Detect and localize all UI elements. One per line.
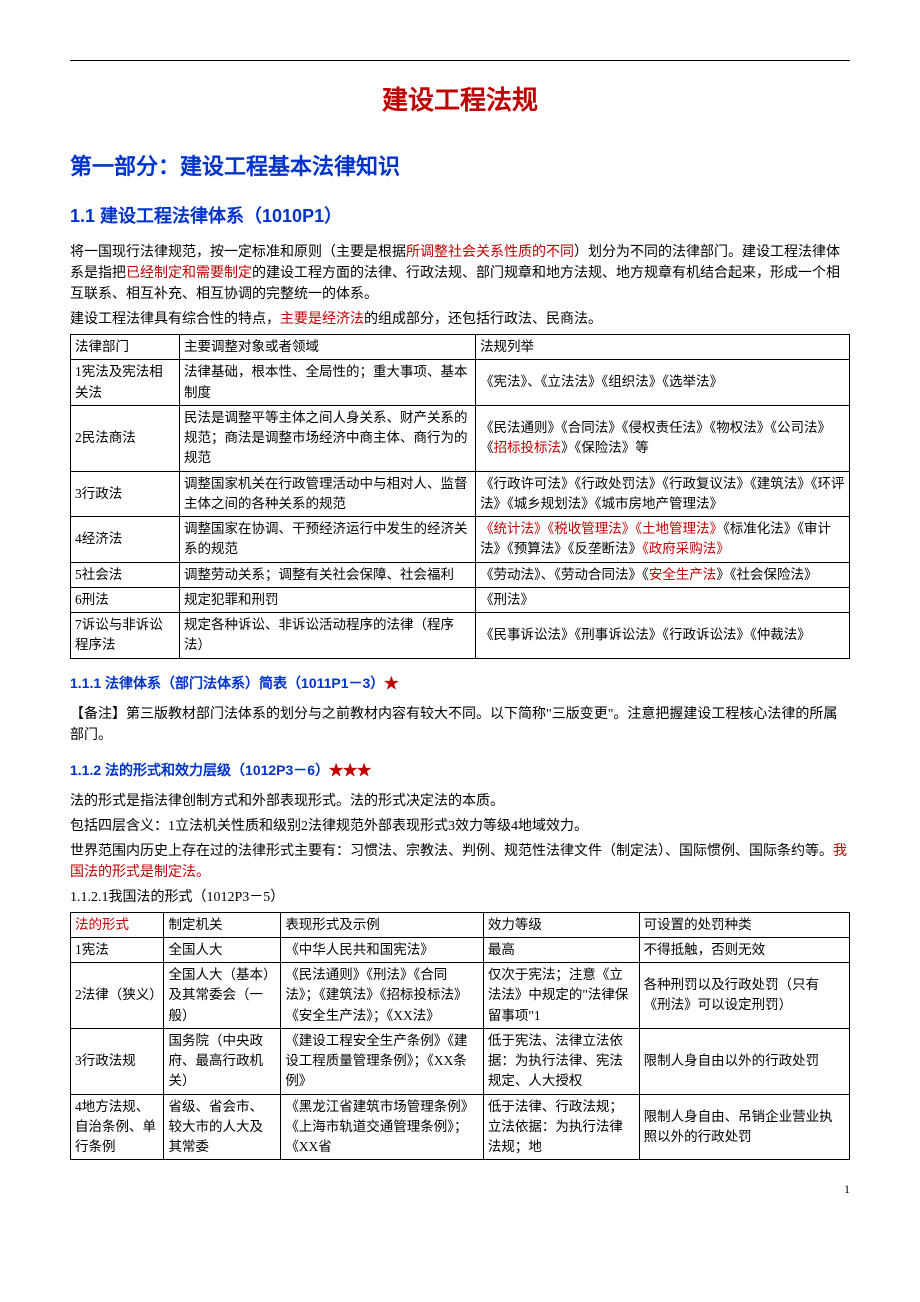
col-header: 可设置的处罚种类: [639, 912, 849, 937]
p-1-1-2-a: 法的形式是指法律创制方式和外部表现形式。法的形式决定法的本质。: [70, 791, 850, 812]
table-row: 4地方法规、自治条例、单行条例 省级、省会市、较大市的人大及其常委 《黑龙江省建…: [71, 1094, 850, 1160]
col-header: 法的形式: [71, 912, 164, 937]
legal-departments-table: 法律部门 主要调整对象或者领域 法规列举 1宪法及宪法相关法 法律基础，根本性、…: [70, 334, 850, 659]
table-row: 7诉讼与非诉讼程序法 规定各种诉讼、非诉讼活动程序的法律（程序法） 《民事诉讼法…: [71, 613, 850, 659]
col-header: 法律部门: [71, 335, 180, 360]
p-1-1-2-c: 世界范围内历史上存在过的法律形式主要有：习惯法、宗教法、判例、规范性法律文件（制…: [70, 841, 850, 883]
table-row: 5社会法 调整劳动关系；调整有关社会保障、社会福利 《劳动法》、《劳动合同法》《…: [71, 562, 850, 587]
part-heading: 第一部分：建设工程基本法律知识: [70, 150, 850, 183]
col-header: 主要调整对象或者领域: [180, 335, 476, 360]
table-row: 2民法商法 民法是调整平等主体之间人身关系、财产关系的规范；商法是调整市场经济中…: [71, 405, 850, 471]
table-row: 1宪法及宪法相关法 法律基础，根本性、全局性的；重大事项、基本制度 《宪法》、《…: [71, 360, 850, 406]
page-number: 1: [70, 1180, 850, 1198]
table-header-row: 法的形式 制定机关 表现形式及示例 效力等级 可设置的处罚种类: [71, 912, 850, 937]
subsection-1-1-2: 1.1.2 法的形式和效力层级（1012P3－6）★★★: [70, 760, 850, 781]
col-header: 制定机关: [164, 912, 281, 937]
p-1-1-2-d: 1.1.2.1我国法的形式（1012P3－5）: [70, 887, 850, 908]
col-header: 表现形式及示例: [281, 912, 484, 937]
intro-paragraph-2: 建设工程法律具有综合性的特点，主要是经济法的组成部分，还包括行政法、民商法。: [70, 309, 850, 330]
document-title: 建设工程法规: [70, 81, 850, 120]
table-row: 6刑法 规定犯罪和刑罚 《刑法》: [71, 587, 850, 612]
table-row: 3行政法规 国务院（中央政府、最高行政机关） 《建设工程安全生产条例》《建设工程…: [71, 1028, 850, 1094]
table-row: 2法律（狭义） 全国人大（基本）及其常委会（一般） 《民法通则》《刑法》《合同法…: [71, 963, 850, 1029]
table-row: 1宪法 全国人大 《中华人民共和国宪法》 最高 不得抵触，否则无效: [71, 937, 850, 962]
table-header-row: 法律部门 主要调整对象或者领域 法规列举: [71, 335, 850, 360]
subsection-1-1-1: 1.1.1 法律体系（部门法体系）简表（1011P1－3）★: [70, 673, 850, 694]
table-row: 3行政法 调整国家机关在行政管理活动中与相对人、监督主体之间的各种关系的规范 《…: [71, 471, 850, 517]
note-1-1-1: 【备注】第三版教材部门法体系的划分与之前教材内容有较大不同。以下简称"三版变更"…: [70, 704, 850, 746]
p-1-1-2-b: 包括四层含义：1立法机关性质和级别2法律规范外部表现形式3效力等级4地域效力。: [70, 816, 850, 837]
col-header: 效力等级: [483, 912, 639, 937]
col-header: 法规列举: [476, 335, 850, 360]
intro-paragraph-1: 将一国现行法律规范，按一定标准和原则（主要是根据所调整社会关系性质的不同）划分为…: [70, 242, 850, 305]
section-heading-1-1: 1.1 建设工程法律体系（1010P1）: [70, 203, 850, 230]
law-forms-table: 法的形式 制定机关 表现形式及示例 效力等级 可设置的处罚种类 1宪法 全国人大…: [70, 912, 850, 1161]
table-row: 4经济法 调整国家在协调、干预经济运行中发生的经济关系的规范 《统计法》《税收管…: [71, 517, 850, 563]
